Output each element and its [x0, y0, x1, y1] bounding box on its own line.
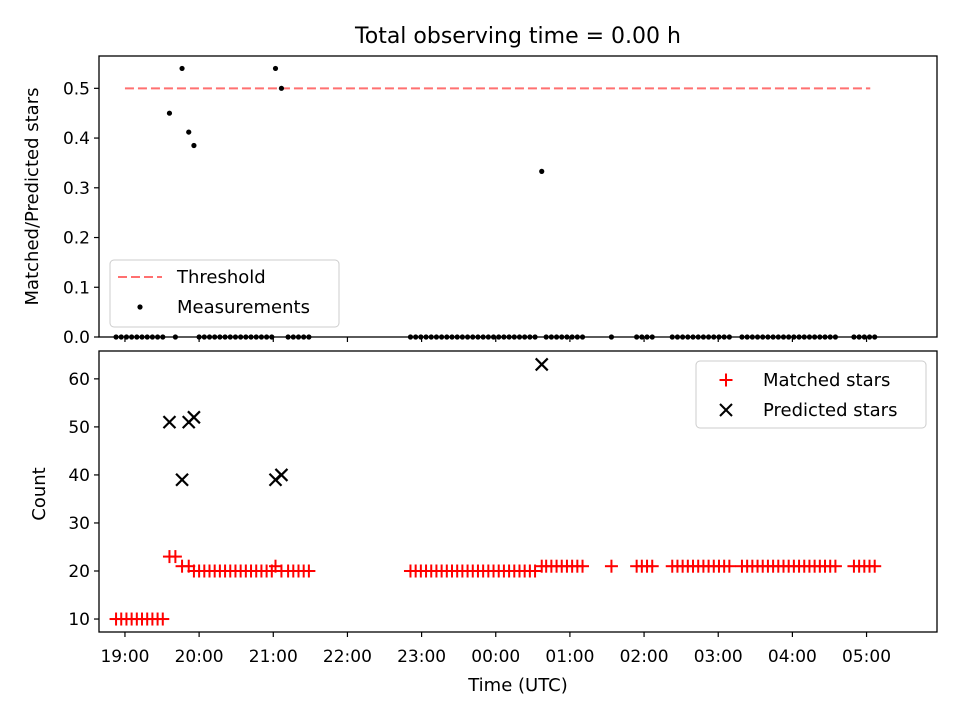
x-tick-label: 22:00 [323, 647, 372, 667]
top-axes-frame [98, 55, 938, 338]
y-tick-label: 0.5 [63, 79, 90, 99]
matched-star-point [828, 559, 842, 573]
measurement-point [191, 142, 197, 149]
x-tick-label: 21:00 [249, 647, 298, 667]
matched-star-point [528, 564, 542, 578]
top-y-axis-label: Matched/Predicted stars [22, 88, 43, 306]
x-tick-label: 23:00 [397, 647, 446, 667]
bottom-legend: Matched stars Predicted stars [695, 360, 927, 429]
bottom-legend-box [695, 360, 927, 429]
bottom-axes-frame [98, 350, 938, 633]
measurement-point [166, 110, 173, 116]
threshold-legend-label: Threshold [176, 267, 266, 288]
x-tick-label: 19:00 [100, 647, 149, 667]
matched-star-point [868, 559, 882, 573]
x-tick-label: 03:00 [694, 647, 743, 667]
y-tick-label: 30 [68, 514, 90, 534]
matched-star-point [168, 550, 182, 564]
y-tick-label: 20 [68, 562, 90, 582]
predicted-legend-label: Predicted stars [763, 400, 897, 421]
predicted-star-point [162, 415, 177, 429]
x-tick-label: 20:00 [175, 647, 224, 667]
predicted-star-point [274, 468, 289, 482]
x-axis-label: Time (UTC) [467, 675, 568, 696]
matched-star-point [302, 564, 316, 578]
y-tick-label: 0.0 [63, 328, 90, 348]
measurements-legend-swatch [137, 304, 143, 310]
bottom-axis-ticks: 10 20 30 40 50 60 19:00 20:00 21:00 22:00 23:00 00:… [68, 370, 891, 667]
chart-title: Total observing time = 0.00 h [354, 24, 681, 49]
top-legend-box [109, 259, 340, 328]
matched-star-point [604, 559, 618, 573]
predicted-legend-swatch [719, 403, 733, 417]
matched-star-point [156, 612, 170, 626]
y-tick-label: 10 [68, 610, 90, 630]
measurements-legend-label: Measurements [177, 297, 310, 318]
top-legend: Threshold Measurements [109, 259, 340, 328]
measurement-point [179, 65, 185, 72]
x-tick-label: 01:00 [545, 647, 594, 667]
matched-legend-swatch [719, 373, 733, 387]
y-tick-label: 0.3 [63, 179, 90, 199]
y-tick-label: 0.2 [63, 229, 90, 249]
bottom-y-axis-label: Count [29, 467, 50, 520]
matched-star-point [576, 559, 590, 573]
y-tick-label: 40 [68, 466, 90, 486]
x-tick-label: 04:00 [768, 647, 817, 667]
top-panel: 0.0 0.1 0.2 0.3 0.4 0.5 Matched/Predicted sta… [22, 55, 938, 348]
measurement-point [539, 168, 545, 174]
matched-star-point [645, 559, 659, 573]
y-tick-label: 50 [68, 418, 90, 438]
y-tick-label: 0.4 [63, 129, 90, 149]
measurement-point [272, 65, 279, 72]
predicted-star-point [187, 410, 201, 425]
y-tick-label: 60 [68, 370, 90, 390]
y-tick-label: 0.1 [63, 278, 90, 298]
top-axis-ticks: 0.0 0.1 0.2 0.3 0.4 0.5 [63, 79, 868, 348]
measurement-point [278, 85, 285, 91]
predicted-star-point [534, 357, 549, 372]
x-tick-label: 02:00 [620, 647, 669, 667]
predicted-star-point [175, 472, 189, 487]
matched-star-point [722, 559, 736, 573]
bottom-panel: 10 20 30 40 50 60 19:00 20:00 21:00 22:00 23:00 00:… [29, 350, 938, 696]
measurement-point [186, 129, 192, 135]
matched-legend-label: Matched stars [763, 370, 890, 391]
bottom-data-marks [109, 357, 882, 626]
x-tick-label: 00:00 [471, 647, 520, 667]
x-tick-label: 05:00 [842, 647, 891, 667]
